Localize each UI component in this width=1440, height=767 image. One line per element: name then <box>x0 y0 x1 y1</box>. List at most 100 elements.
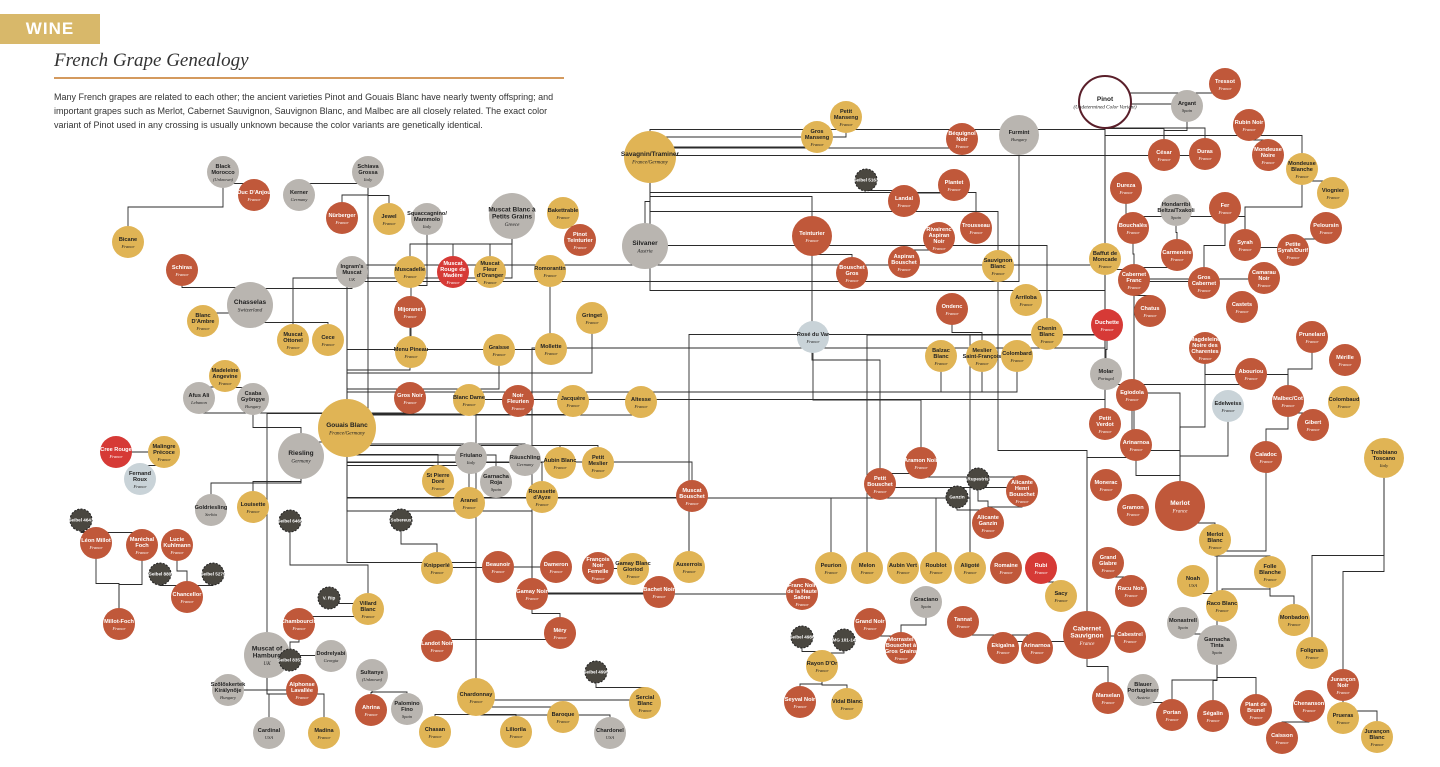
grape-circle <box>112 226 144 258</box>
edge-savagnin-duras <box>649 154 1206 157</box>
grape-name: Blanc Dame <box>453 395 485 401</box>
grape-name: Blauer Portugieser <box>1127 682 1159 694</box>
grape-circle <box>1155 481 1205 531</box>
grape-name: Chasan <box>425 727 446 733</box>
grape-name: Grand Noir <box>855 619 885 625</box>
grape-country: France <box>492 352 506 357</box>
grape-name: Dureza <box>1117 183 1137 189</box>
grape-circle <box>617 553 649 585</box>
grape-name: Mondeuse Blanche <box>1288 161 1316 173</box>
node-layer: Pinot(Undetermined Color Variant) Gouais … <box>68 68 1404 754</box>
grape-name: Noah <box>1186 576 1201 582</box>
grape-country: France <box>573 245 587 250</box>
grape-name: Petit Manseng <box>834 109 859 121</box>
grape-circle <box>1278 604 1310 636</box>
grape-circle <box>373 203 405 235</box>
grape-country: France <box>509 734 523 739</box>
grape-circle <box>318 399 376 457</box>
grape-country: France <box>1286 255 1300 260</box>
grape-circle <box>1277 234 1309 266</box>
grape-circle <box>1197 625 1237 665</box>
grape-country: France <box>446 280 460 285</box>
grape-country: France <box>170 550 184 555</box>
grape-name: Duras <box>1197 149 1213 155</box>
grape-name: Cabernet Sauvignon <box>1070 625 1103 639</box>
grape-name: Seyval Noir <box>785 697 816 703</box>
grape-name: Caisson <box>1271 733 1293 739</box>
grape-country: France <box>810 142 824 147</box>
grape-circle <box>237 383 269 415</box>
grape-circle <box>831 688 863 720</box>
grape-country: France <box>1336 690 1350 695</box>
grape-node-pinot: Pinot(Undetermined Color Variant) <box>1073 75 1137 129</box>
grape-circle <box>421 552 453 584</box>
grape-name: Muscat Rouge de Madère <box>440 261 465 279</box>
grape-circle <box>1010 284 1042 316</box>
grape-circle <box>576 302 608 334</box>
grape-country: France <box>1263 577 1277 582</box>
grape-country: France <box>945 311 959 316</box>
grape-circle <box>540 551 572 583</box>
grape-country: France <box>999 570 1013 575</box>
grape-name: Muscat Bouschet <box>679 488 705 500</box>
grape-circle <box>851 552 883 584</box>
grape-country: France <box>462 505 476 510</box>
grape-name: Aramon Noir <box>904 458 939 464</box>
grape-name: Vidal Blanc <box>832 699 862 705</box>
grape-circle <box>676 480 708 512</box>
grape-name: St Pierre Doré <box>426 473 449 485</box>
grape-name: Dameron <box>544 562 569 568</box>
grape-circle <box>283 179 315 211</box>
grape-country: France <box>1306 427 1320 432</box>
grape-circle <box>1272 385 1304 417</box>
grape-name: Beaunoir <box>486 562 511 568</box>
grape-country: France <box>1305 655 1319 660</box>
marker-circle <box>584 660 608 684</box>
grape-circle <box>544 447 576 479</box>
grape-country: Hungary <box>244 404 261 409</box>
edge-savagnin-chenin <box>649 157 1048 334</box>
grape-circle <box>394 382 426 414</box>
edge-trebbiano-folignan <box>1311 458 1385 653</box>
grape-country: France <box>1208 545 1222 550</box>
grape-name: Molar <box>1099 369 1115 375</box>
grape-name: Aligoté <box>961 563 980 569</box>
grape-country: France <box>556 215 570 220</box>
grape-name: Léon Millot <box>81 538 111 544</box>
grape-circle <box>625 386 657 418</box>
grape-circle <box>453 487 485 519</box>
grape-name: Béquignol Noir <box>948 131 976 143</box>
grape-name: Jewel <box>381 214 397 220</box>
grape-country: France <box>585 320 599 325</box>
grape-country: France <box>109 454 123 459</box>
grape-country: France <box>634 404 648 409</box>
grape-circle <box>195 494 227 526</box>
grape-circle <box>1156 699 1188 731</box>
grape-country: France <box>1197 288 1211 293</box>
grape-node-sylvaner: Silvaner Austria <box>622 223 668 269</box>
grape-country: Italy <box>466 460 475 465</box>
